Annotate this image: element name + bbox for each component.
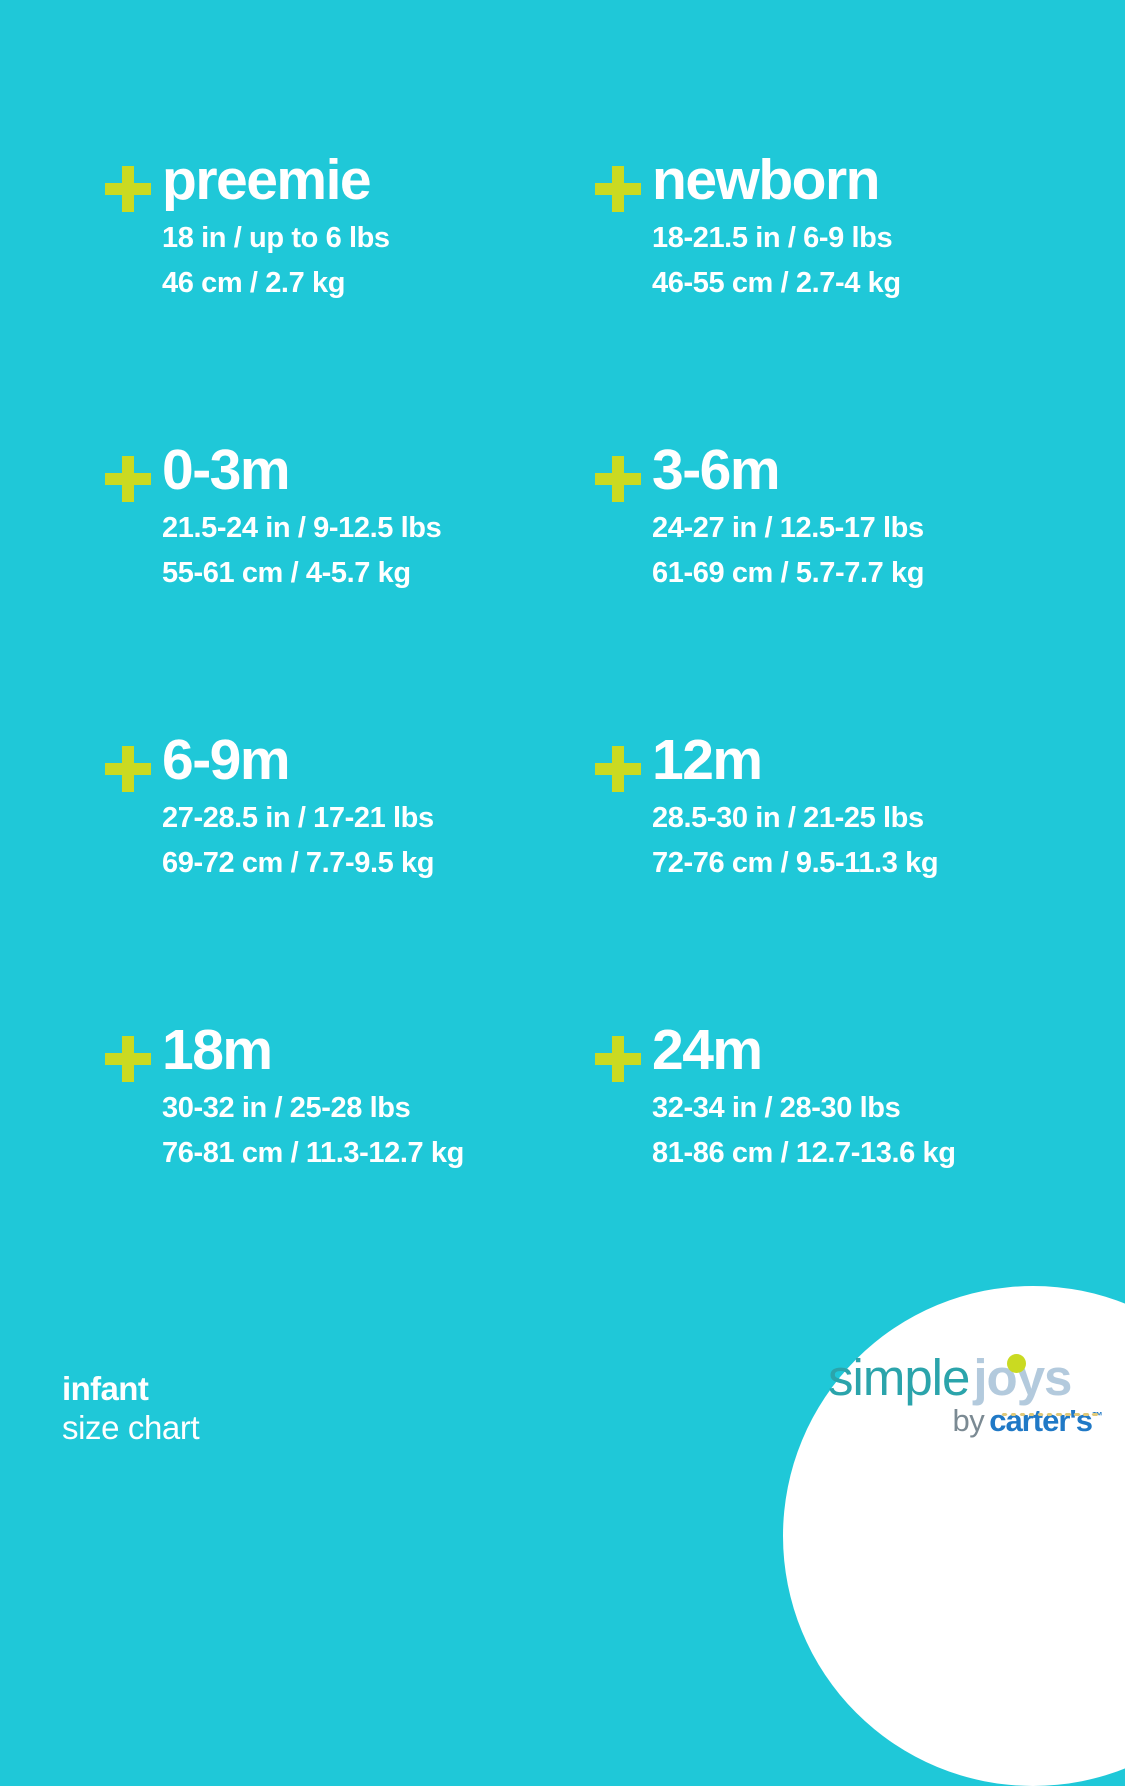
size-chart-grid: preemie 18 in / up to 6 lbs 46 cm / 2.7 … — [105, 152, 1085, 1169]
size-metric-measurements: 46 cm / 2.7 kg — [162, 267, 346, 300]
plus-icon — [105, 456, 151, 502]
brand-j-dot-icon — [1007, 1354, 1026, 1373]
size-label: 6-9m — [162, 728, 291, 792]
size-entry-newborn: newborn 18-21.5 in / 6-9 lbs 46-55 cm / … — [595, 152, 1085, 442]
size-metric-measurements: 61-69 cm / 5.7-7.7 kg — [652, 557, 925, 590]
brand-dotted-underline-icon — [1000, 1412, 1096, 1417]
size-label: newborn — [652, 148, 881, 212]
plus-icon — [105, 746, 151, 792]
size-label: 12m — [652, 728, 763, 792]
size-label: 3-6m — [652, 438, 781, 502]
size-label: 0-3m — [162, 438, 291, 502]
chart-caption: infant size chart — [62, 1370, 200, 1448]
size-metric-measurements: 69-72 cm / 7.7-9.5 kg — [162, 847, 435, 880]
plus-icon — [595, 166, 641, 212]
size-entry-18m: 18m 30-32 in / 25-28 lbs 76-81 cm / 11.3… — [105, 1022, 595, 1312]
size-imperial-measurements: 27-28.5 in / 17-21 lbs — [162, 802, 434, 834]
size-metric-measurements: 76-81 cm / 11.3-12.7 kg — [162, 1137, 464, 1170]
size-imperial-measurements: 32-34 in / 28-30 lbs — [652, 1092, 901, 1124]
size-label: preemie — [162, 148, 372, 212]
chart-caption-title: infant — [62, 1370, 149, 1408]
plus-icon — [595, 746, 641, 792]
size-entry-12m: 12m 28.5-30 in / 21-25 lbs 72-76 cm / 9.… — [595, 732, 1085, 1022]
size-imperial-measurements: 18-21.5 in / 6-9 lbs — [652, 222, 893, 254]
size-metric-measurements: 55-61 cm / 4-5.7 kg — [162, 557, 411, 590]
size-label: 24m — [652, 1018, 763, 1082]
size-metric-measurements: 72-76 cm / 9.5-11.3 kg — [652, 847, 939, 880]
plus-icon — [595, 1036, 641, 1082]
size-imperial-measurements: 30-32 in / 25-28 lbs — [162, 1092, 411, 1124]
brand-dotted-underline-icon — [1055, 1412, 1099, 1417]
plus-icon — [595, 456, 641, 502]
size-entry-0-3m: 0-3m 21.5-24 in / 9-12.5 lbs 55-61 cm / … — [105, 442, 595, 732]
chart-caption-subtitle: size chart — [62, 1409, 200, 1447]
size-metric-measurements: 46-55 cm / 2.7-4 kg — [652, 267, 901, 300]
size-imperial-measurements: 21.5-24 in / 9-12.5 lbs — [162, 512, 442, 544]
size-entry-24m: 24m 32-34 in / 28-30 lbs 81-86 cm / 12.7… — [595, 1022, 1085, 1312]
brand-wordmark: simplejoys — [828, 1352, 1103, 1403]
brand-word-simple: simple — [828, 1349, 970, 1406]
brand-word-by: by — [952, 1403, 985, 1438]
size-entry-6-9m: 6-9m 27-28.5 in / 17-21 lbs 69-72 cm / 7… — [105, 732, 595, 1022]
plus-icon — [105, 1036, 151, 1082]
size-imperial-measurements: 24-27 in / 12.5-17 lbs — [652, 512, 924, 544]
size-entry-preemie: preemie 18 in / up to 6 lbs 46 cm / 2.7 … — [105, 152, 595, 442]
size-label: 18m — [162, 1018, 273, 1082]
size-imperial-measurements: 28.5-30 in / 21-25 lbs — [652, 802, 924, 834]
brand-word-carters: carter's — [989, 1403, 1093, 1438]
size-imperial-measurements: 18 in / up to 6 lbs — [162, 222, 390, 254]
size-entry-3-6m: 3-6m 24-27 in / 12.5-17 lbs 61-69 cm / 5… — [595, 442, 1085, 732]
size-metric-measurements: 81-86 cm / 12.7-13.6 kg — [652, 1137, 956, 1170]
plus-icon — [105, 166, 151, 212]
